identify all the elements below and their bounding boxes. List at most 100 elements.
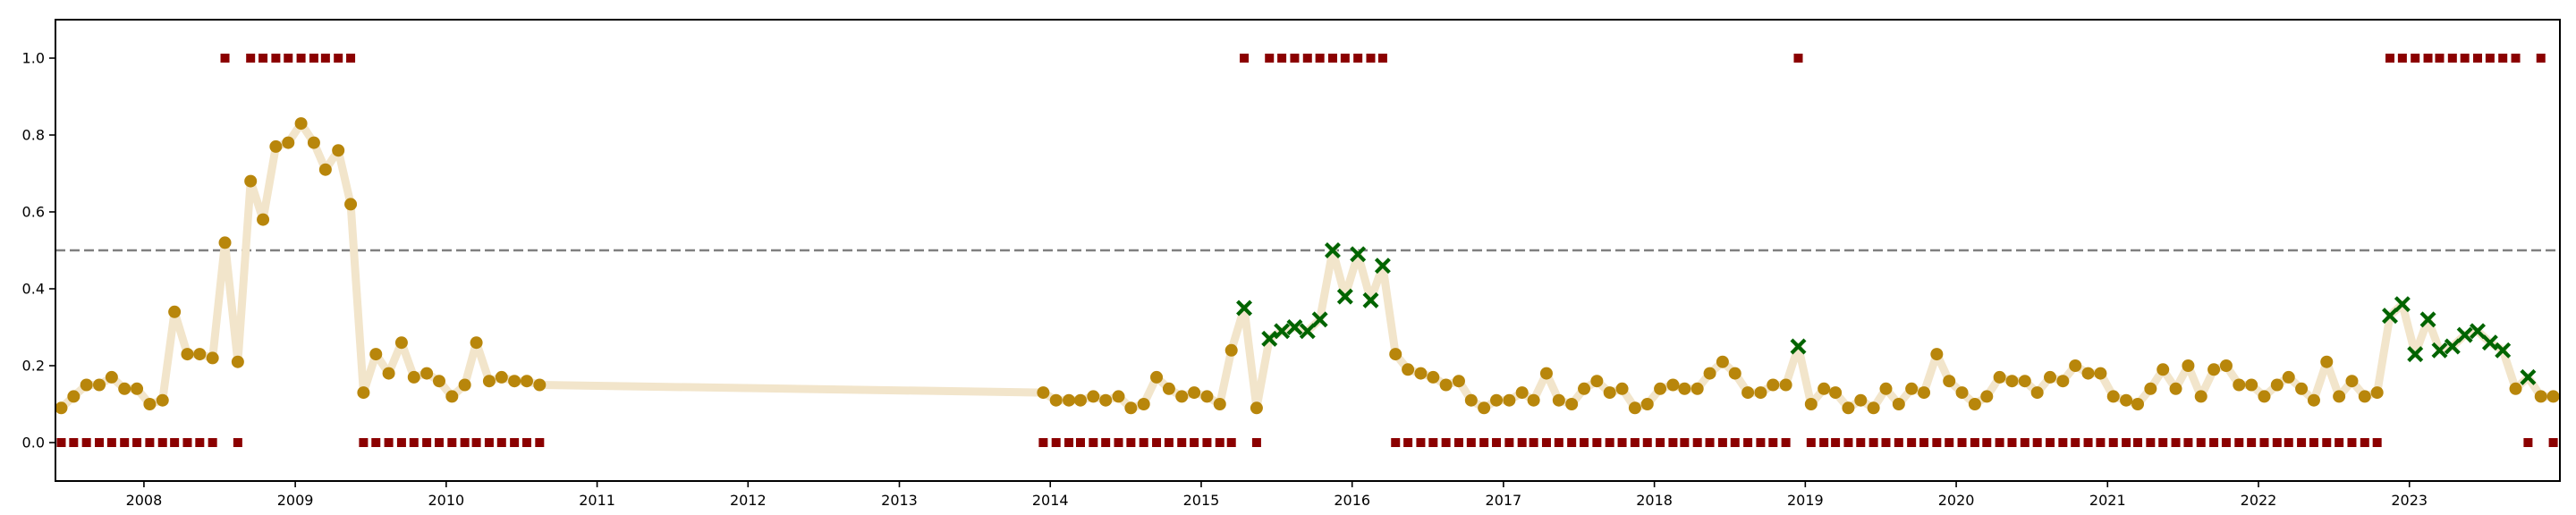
label-marker <box>384 438 394 447</box>
normal-point <box>1779 378 1792 392</box>
label-marker <box>396 438 406 447</box>
normal-point <box>80 378 93 392</box>
label-marker <box>2122 438 2131 447</box>
normal-point <box>1818 382 1831 395</box>
x-tick-label: 2014 <box>1032 492 1069 509</box>
normal-point <box>1804 398 1818 410</box>
anomaly-point <box>2495 342 2512 359</box>
label-marker <box>1391 438 1401 447</box>
normal-point <box>181 348 194 361</box>
label-marker <box>1630 438 1640 447</box>
label-marker <box>1064 438 1074 447</box>
normal-point <box>1728 367 1741 380</box>
normal-point <box>533 378 547 392</box>
label-marker <box>2020 438 2029 447</box>
normal-point <box>495 370 508 384</box>
label-marker <box>1894 438 1903 447</box>
label-marker <box>1139 438 1148 447</box>
label-marker <box>1995 438 2004 447</box>
anomaly-point <box>1286 319 1303 335</box>
anomaly-point <box>1350 246 1367 263</box>
label-marker <box>1868 438 1878 447</box>
normal-point <box>1767 378 1780 392</box>
anomaly-point <box>2419 311 2436 328</box>
normal-point <box>1892 398 1905 410</box>
x-tick-label: 2018 <box>1636 492 1673 509</box>
label-marker <box>1768 438 1778 447</box>
anomaly-point-stroke <box>2456 326 2473 343</box>
normal-point <box>2320 355 2334 368</box>
normal-point <box>2094 367 2107 380</box>
normal-point <box>2030 386 2044 400</box>
normal-point <box>1829 386 1843 400</box>
label-marker <box>484 438 494 447</box>
label-markers-layer <box>56 54 2558 447</box>
label-marker <box>359 438 369 447</box>
normal-point <box>1150 370 1164 384</box>
label-marker <box>320 54 330 63</box>
label-marker <box>1340 54 1350 63</box>
anomaly-point <box>1274 323 1291 340</box>
probability-line <box>57 119 2558 412</box>
normal-point <box>206 351 219 365</box>
normal-point <box>1842 401 1855 415</box>
anomaly-point <box>2431 342 2448 359</box>
normal-point <box>1175 390 1189 403</box>
label-marker <box>2083 438 2093 447</box>
normal-point <box>2219 359 2233 372</box>
normal-point <box>1615 382 1629 395</box>
normal-point <box>2018 375 2031 388</box>
normal-point <box>482 375 496 388</box>
label-marker <box>2397 54 2407 63</box>
label-marker <box>2485 54 2495 63</box>
label-marker <box>1656 438 1665 447</box>
label-marker <box>2309 438 2318 447</box>
label-marker <box>1441 438 1451 447</box>
normal-point <box>2182 359 2195 372</box>
normal-point <box>143 398 157 410</box>
y-tick-label: 1.0 <box>22 50 45 67</box>
normal-point <box>2056 375 2070 388</box>
label-marker <box>1416 438 1426 447</box>
label-marker <box>1277 54 1287 63</box>
normal-point <box>432 375 445 388</box>
normal-point <box>2005 375 2019 388</box>
y-tick-label: 0.8 <box>22 127 45 144</box>
label-marker <box>2221 438 2231 447</box>
normal-point <box>344 198 358 211</box>
anomaly-point <box>2470 323 2486 340</box>
label-marker <box>2473 54 2483 63</box>
normal-point <box>1224 343 1238 357</box>
label-marker <box>2032 438 2042 447</box>
label-marker <box>1202 438 1212 447</box>
anomaly-point-stroke <box>2470 323 2486 340</box>
label-marker <box>1907 438 1917 447</box>
label-marker <box>170 438 180 447</box>
label-marker <box>1164 438 1174 447</box>
label-marker <box>2234 438 2244 447</box>
label-marker <box>1743 438 1753 447</box>
anomaly-point <box>1362 291 1379 308</box>
label-marker <box>296 54 306 63</box>
normal-point <box>1703 367 1716 380</box>
normal-point <box>193 348 207 361</box>
label-marker <box>120 438 130 447</box>
normal-point <box>1628 401 1641 415</box>
normal-point <box>1943 375 1956 388</box>
normal-point <box>369 348 383 361</box>
anomaly-point <box>1236 300 1253 317</box>
normal-point <box>1478 401 1491 415</box>
label-marker <box>1680 438 1690 447</box>
label-marker <box>271 54 281 63</box>
label-marker <box>1089 438 1098 447</box>
label-marker <box>1240 54 1250 63</box>
label-marker <box>1038 438 1048 447</box>
normal-point <box>294 117 308 131</box>
label-marker <box>2511 54 2521 63</box>
normal-point <box>1414 367 1428 380</box>
normal-point <box>520 375 533 388</box>
label-marker <box>1114 438 1123 447</box>
normal-point <box>1503 393 1516 407</box>
label-marker <box>208 438 217 447</box>
normal-point <box>1200 390 1214 403</box>
